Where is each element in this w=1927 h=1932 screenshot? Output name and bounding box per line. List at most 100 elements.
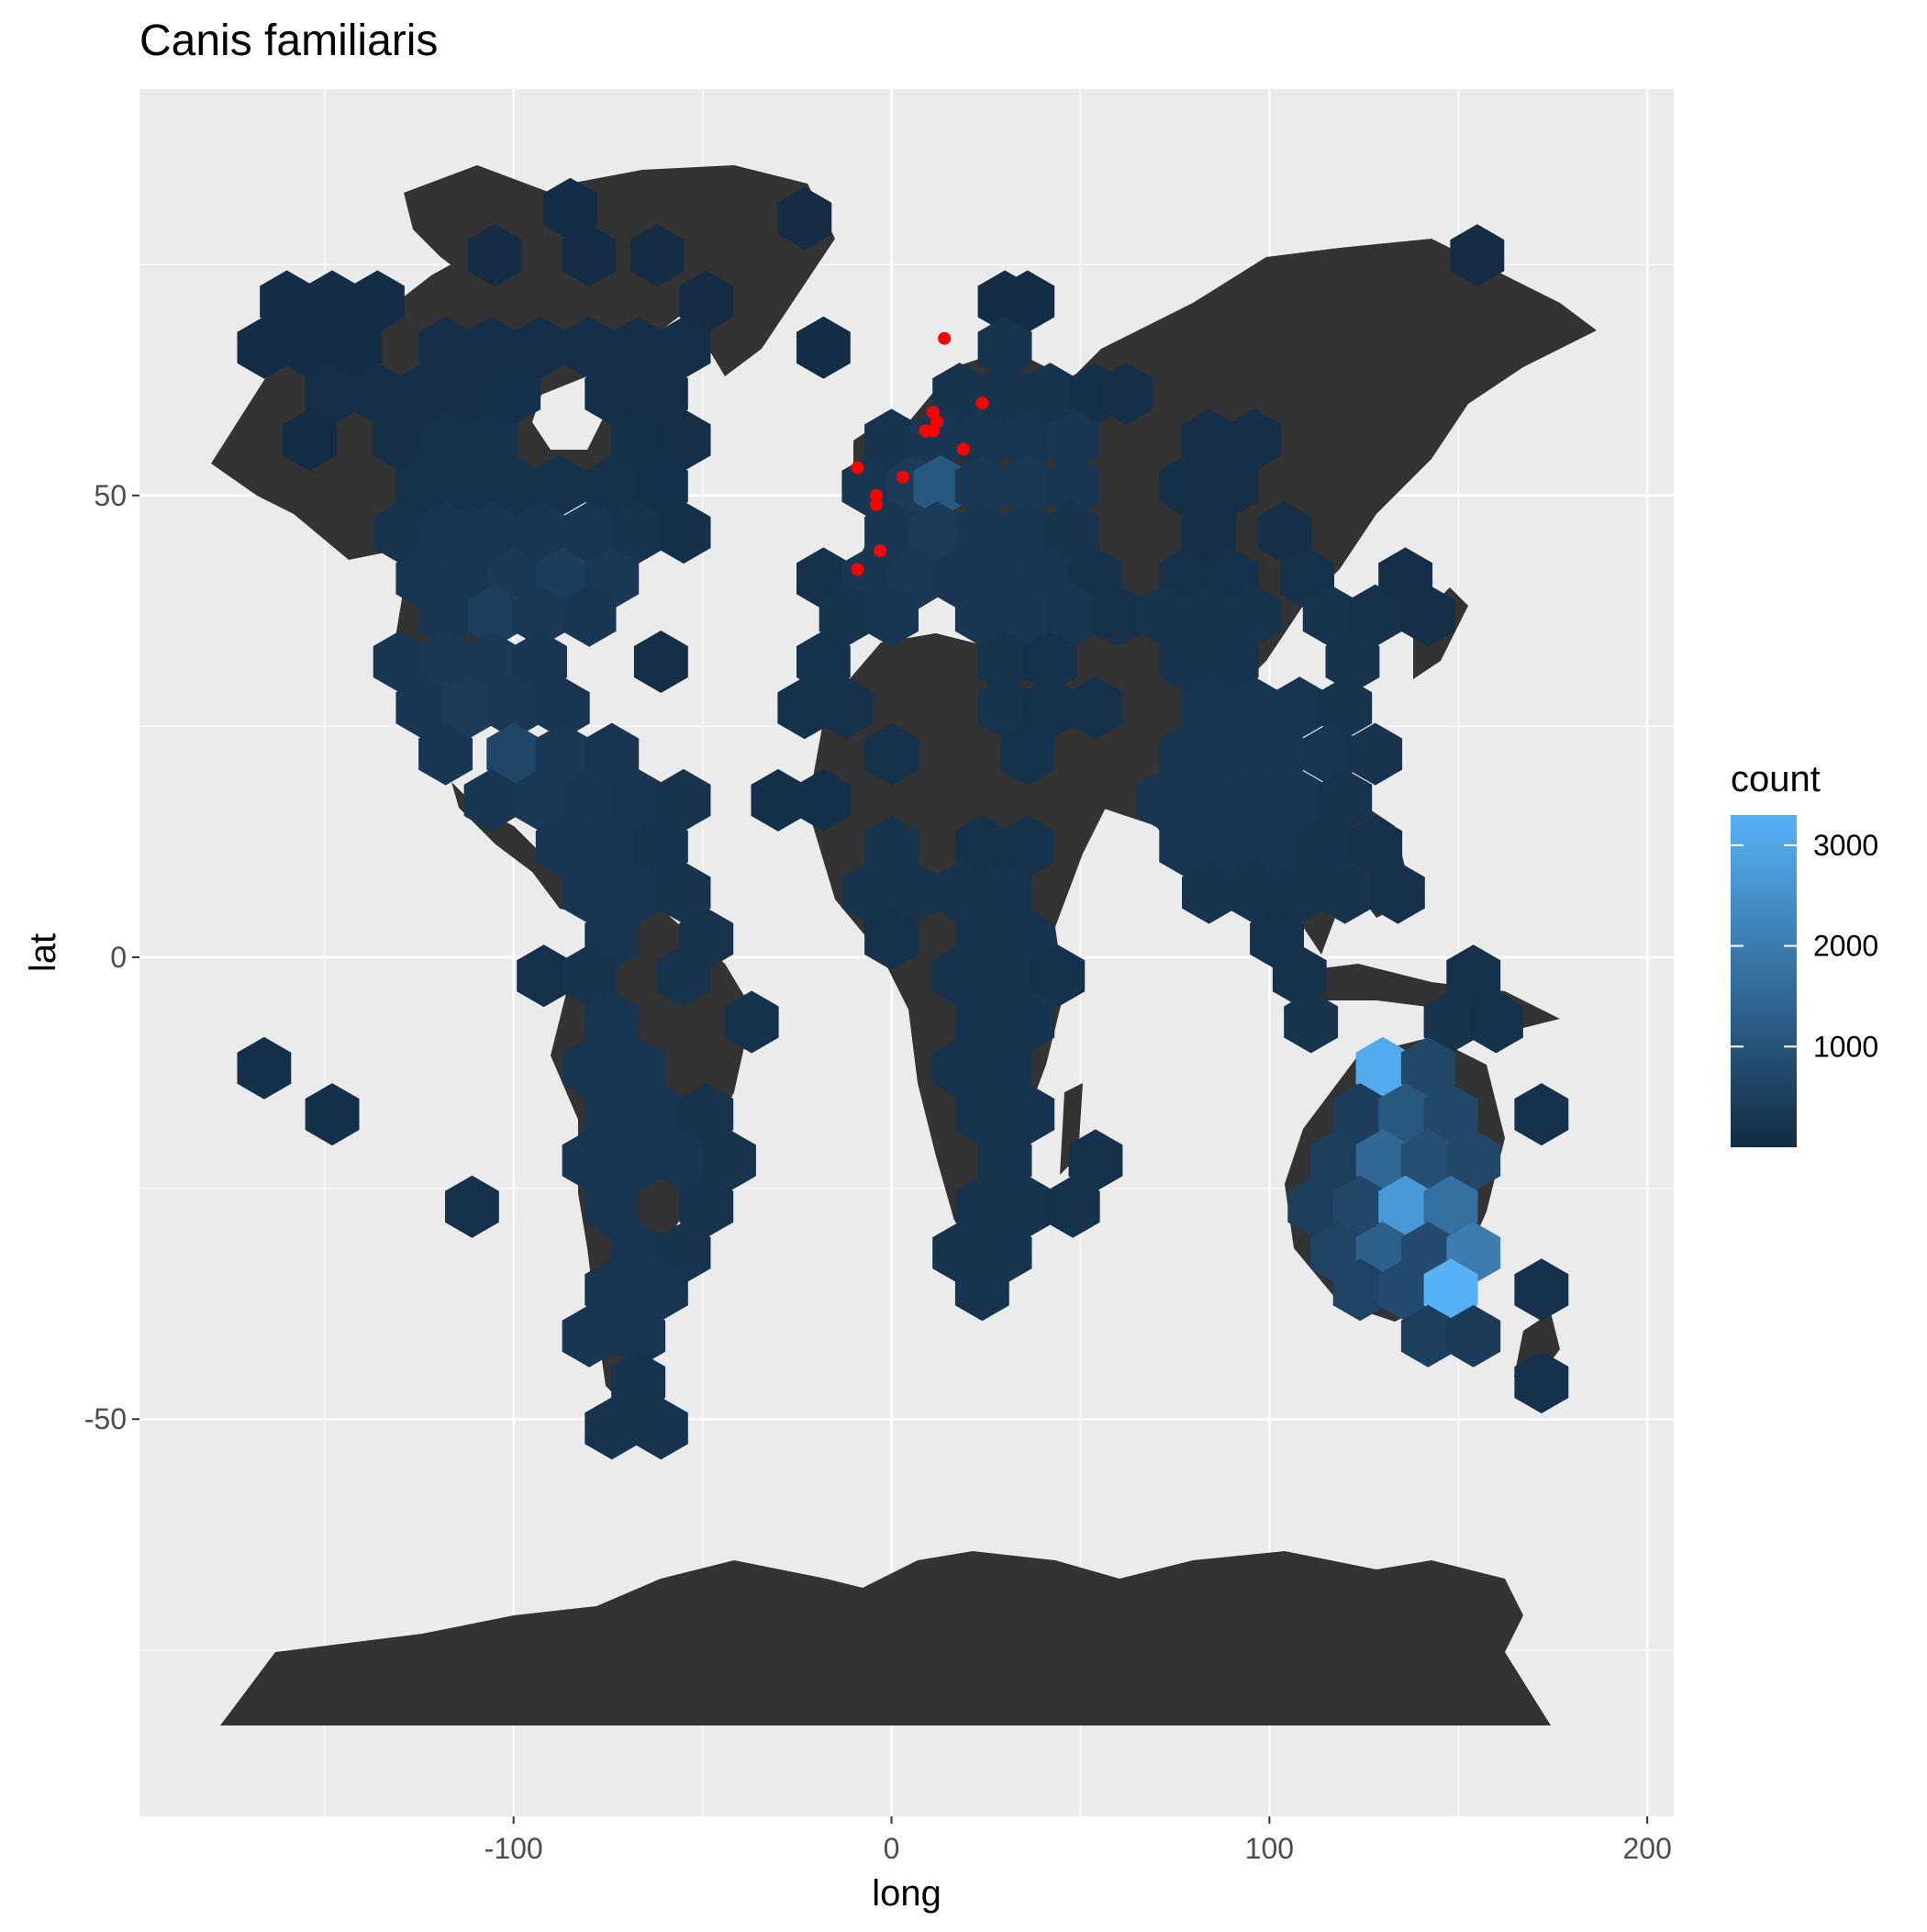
hexbin-cell bbox=[1400, 1129, 1455, 1192]
hexbin-cell bbox=[633, 815, 688, 878]
x-tick-label: -100 bbox=[485, 1832, 543, 1865]
hexbin-cell bbox=[1272, 676, 1327, 740]
hexbin-cell bbox=[282, 408, 337, 472]
y-axis-title: lat bbox=[23, 933, 63, 972]
hexbin-cell bbox=[543, 177, 597, 240]
hexbin-cell bbox=[1423, 1083, 1478, 1146]
x-tick-label: 200 bbox=[1622, 1832, 1671, 1865]
hexbin-cell bbox=[1355, 1129, 1410, 1192]
hexbin-cell bbox=[1370, 861, 1425, 924]
hexbin-cell bbox=[633, 454, 688, 518]
hexbin-cell bbox=[656, 861, 711, 924]
hexbin-cell bbox=[1182, 676, 1236, 740]
hexbin-cell bbox=[1182, 501, 1236, 564]
hexbin-cell bbox=[1284, 990, 1339, 1054]
occurrence-point bbox=[874, 544, 887, 558]
hexbin-cell bbox=[1023, 363, 1077, 426]
hexbin-cell bbox=[656, 501, 711, 564]
land-antarctica bbox=[220, 1551, 1551, 1725]
hexbin-cell bbox=[305, 1083, 360, 1146]
hexbin-cell bbox=[486, 454, 541, 518]
hexbin-cell bbox=[633, 363, 688, 426]
hexbin-cell bbox=[463, 768, 518, 832]
hexbin-cell bbox=[977, 676, 1032, 740]
hexbin-cell bbox=[864, 408, 919, 472]
hexbin-cell bbox=[585, 1175, 640, 1238]
hexbin-cell bbox=[864, 722, 919, 786]
hexbin-cell bbox=[535, 815, 590, 878]
hexbin-cell bbox=[351, 363, 405, 426]
hexbin-cell bbox=[1348, 815, 1403, 878]
hexbin-cell bbox=[1000, 1083, 1055, 1146]
hexbin-cell bbox=[913, 454, 968, 518]
occurrence-point bbox=[870, 488, 884, 502]
hexbin-cell bbox=[1514, 1258, 1569, 1322]
legend-label: 3000 bbox=[1813, 829, 1878, 862]
hexbin-cell bbox=[1378, 1083, 1433, 1146]
hexbin-cell bbox=[1450, 224, 1505, 287]
chart-title: Canis familiaris bbox=[139, 17, 438, 65]
hexbin-cell bbox=[656, 1129, 711, 1192]
hexbin-cell bbox=[1400, 1036, 1455, 1100]
hexbin-cell bbox=[373, 408, 428, 472]
hexbin-cell bbox=[633, 1258, 688, 1322]
hexbin-cell bbox=[463, 631, 518, 693]
hexbin-cell bbox=[954, 990, 1009, 1054]
hexbin-cell bbox=[977, 316, 1032, 379]
hexbin-cell bbox=[486, 363, 541, 426]
hexbin-cell bbox=[535, 676, 590, 740]
hexbin-cell bbox=[1030, 944, 1086, 1008]
legend-label: 1000 bbox=[1813, 1030, 1878, 1063]
hexbin-cell bbox=[1423, 990, 1478, 1054]
legend: count 1000 2000 3000 bbox=[1731, 759, 1878, 1147]
hexbin-cell bbox=[1091, 584, 1146, 647]
hexbin-cell bbox=[1400, 1304, 1455, 1368]
hexbin-cell bbox=[418, 631, 473, 693]
hexbin-cell bbox=[954, 584, 1009, 647]
hexbin-cell bbox=[1227, 861, 1282, 924]
hexbin-cell bbox=[1423, 1175, 1478, 1238]
hexbin-cell bbox=[1318, 676, 1373, 740]
hexbin-cell bbox=[1136, 584, 1191, 647]
hexbin-cell bbox=[585, 1397, 640, 1460]
hexbin-cell bbox=[1023, 631, 1077, 693]
hexbin-cell bbox=[777, 186, 832, 250]
hexbin-cell bbox=[395, 363, 451, 426]
hexbin-cell bbox=[954, 408, 1009, 472]
hexbin-cell bbox=[373, 631, 428, 693]
x-tick-label: 0 bbox=[884, 1832, 900, 1865]
hexbin-cell bbox=[909, 501, 964, 564]
hexbin-cell bbox=[562, 316, 617, 379]
hexbin-cell bbox=[1159, 631, 1214, 693]
hexbin-cell bbox=[513, 584, 567, 647]
hexbin-cell bbox=[909, 408, 964, 472]
hexbin-cell bbox=[282, 316, 337, 379]
hexbin-cell bbox=[1045, 1175, 1100, 1238]
hexbin-cell bbox=[864, 907, 919, 970]
hexbin-cell bbox=[1423, 1258, 1478, 1322]
hexbin-cell bbox=[467, 584, 522, 647]
hexbin-cell bbox=[796, 631, 851, 693]
hexbin-cell bbox=[1045, 501, 1100, 564]
hexbin-cell bbox=[611, 1129, 666, 1192]
hexbin-cell bbox=[1000, 990, 1055, 1054]
hexbin-cell bbox=[633, 631, 688, 693]
hexbin-cell bbox=[932, 944, 987, 1008]
hexbin-cell bbox=[1182, 408, 1236, 472]
hexbin-cell bbox=[977, 631, 1032, 693]
hexbin-cell bbox=[841, 861, 897, 924]
hexbin-cell bbox=[395, 676, 451, 740]
hexbin-cell bbox=[418, 722, 473, 786]
hexbin-cell bbox=[1250, 722, 1304, 786]
hexbin-cell bbox=[777, 676, 832, 740]
hexbin-cell bbox=[611, 501, 666, 564]
hexbin-cell bbox=[611, 861, 666, 924]
hexbin-cell bbox=[513, 768, 567, 832]
hexbin-cell bbox=[418, 501, 473, 564]
hexbin-cell bbox=[819, 676, 874, 740]
hexbin-cell bbox=[513, 501, 567, 564]
hexbin-cell bbox=[440, 454, 496, 518]
hexbin-cell bbox=[1332, 1083, 1387, 1146]
legend-label: 2000 bbox=[1813, 930, 1878, 963]
